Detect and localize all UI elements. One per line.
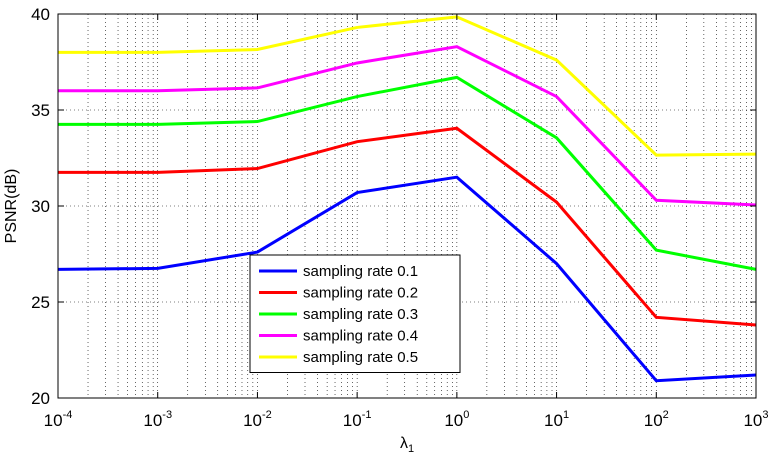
- y-tick-label: 25: [31, 293, 50, 312]
- legend: sampling rate 0.1 sampling rate 0.2 sampli…: [249, 254, 461, 373]
- legend-label-3: sampling rate 0.3: [303, 306, 418, 323]
- series-line-3: [58, 75, 757, 271]
- y-axis-label: PSNR(dB): [3, 169, 20, 244]
- y-tick-label: 20: [31, 389, 50, 408]
- x-tick-label: 10-2: [243, 409, 272, 430]
- legend-label-5: sampling rate 0.5: [303, 349, 418, 366]
- axis-labels: λ1 PSNR(dB): [3, 169, 414, 455]
- x-tick-label: 10-1: [343, 409, 372, 430]
- y-tick-label: 30: [31, 197, 50, 216]
- legend-label-4: sampling rate 0.4: [303, 328, 418, 345]
- y-tick-label: 35: [31, 101, 50, 120]
- x-tick-label: 103: [743, 409, 768, 430]
- x-tick-label: 100: [444, 409, 469, 430]
- legend-label-1: sampling rate 0.1: [303, 263, 418, 280]
- series-line-5: [58, 15, 757, 157]
- legend-label-2: sampling rate 0.2: [303, 285, 418, 302]
- series-line-1: [57, 175, 757, 383]
- x-tick-label: 101: [544, 409, 569, 430]
- y-tick-label: 40: [31, 5, 50, 24]
- series-lines: [57, 15, 757, 383]
- x-axis-label: λ1: [400, 435, 414, 455]
- x-tick-label: 10-4: [44, 409, 73, 430]
- x-tick-label: 102: [644, 409, 669, 430]
- x-tick-label: 10-3: [143, 409, 172, 430]
- series-line-4: [58, 45, 757, 207]
- series-line-2: [58, 126, 757, 327]
- axis-ticks: 10-4 10-3 10-2 10-1 100 101 102 103 20 25 30 35 40: [31, 5, 768, 430]
